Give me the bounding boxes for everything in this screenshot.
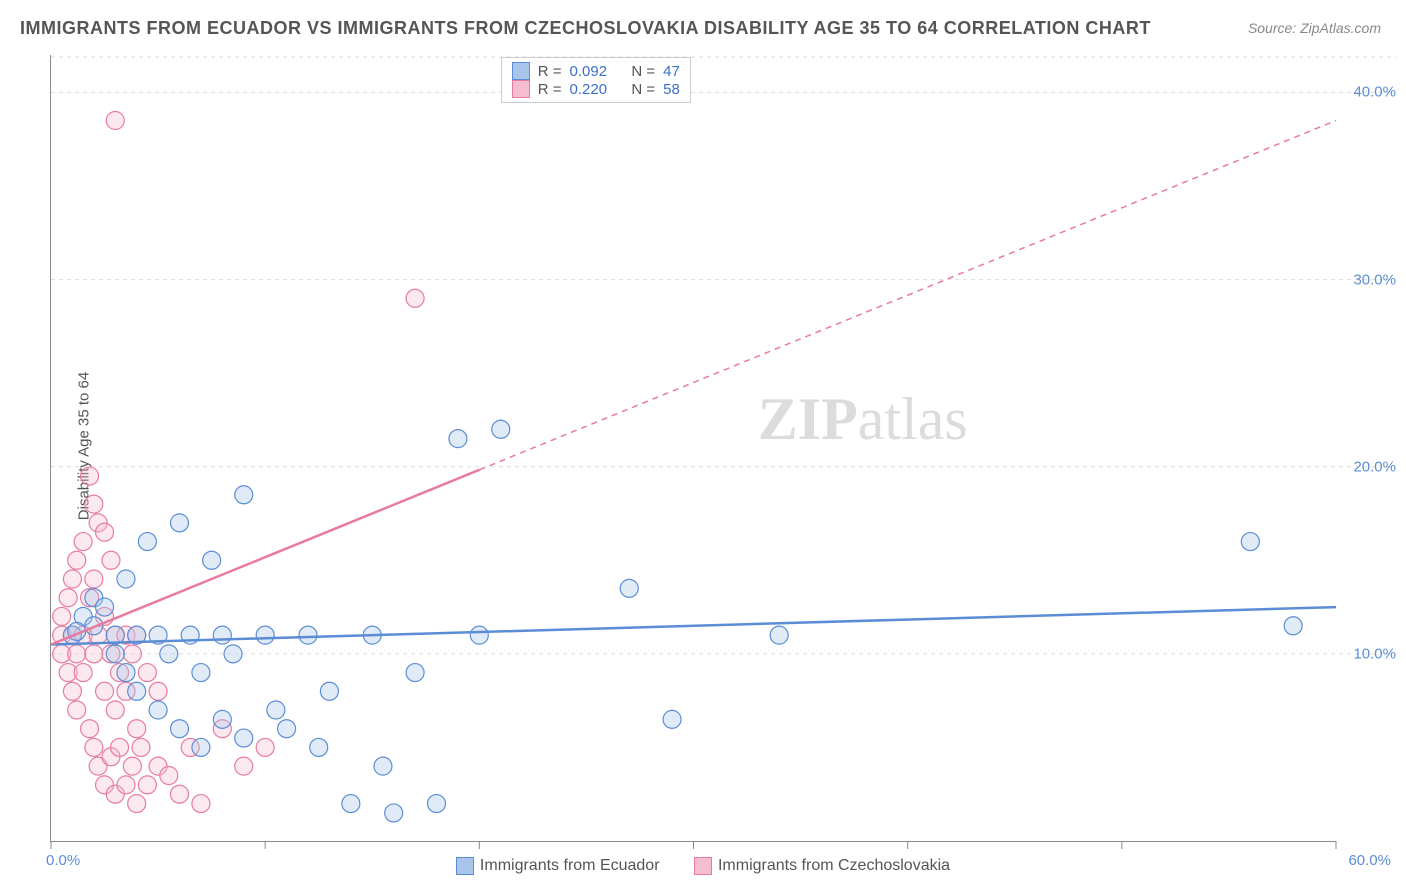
- legend-item-ecuador: Immigrants from Ecuador: [456, 857, 660, 875]
- r-label-ecuador: R =: [538, 63, 562, 80]
- legend-stats-row-ecuador: R = 0.092 N = 47: [512, 62, 680, 80]
- swatch-ecuador-bottom: [456, 857, 474, 875]
- swatch-czech: [512, 80, 530, 98]
- r-value-ecuador: 0.092: [570, 63, 608, 80]
- r-label-czech: R =: [538, 81, 562, 98]
- n-value-czech: 58: [663, 81, 680, 98]
- plot-area: ZIPatlas R = 0.092 N = 47 R = 0.220 N = …: [50, 55, 1336, 842]
- legend-bottom: Immigrants from Ecuador Immigrants from …: [0, 857, 1406, 880]
- source-value: ZipAtlas.com: [1300, 20, 1381, 36]
- y-tick-label: 30.0%: [1353, 271, 1396, 288]
- legend-stats: R = 0.092 N = 47 R = 0.220 N = 58: [501, 57, 691, 103]
- source-label: Source:: [1248, 20, 1300, 36]
- n-label-czech: N =: [631, 81, 655, 98]
- chart-title: IMMIGRANTS FROM ECUADOR VS IMMIGRANTS FR…: [20, 18, 1151, 39]
- plot-svg: [51, 55, 1336, 841]
- legend-label-ecuador: Immigrants from Ecuador: [480, 857, 660, 875]
- legend-stats-row-czech: R = 0.220 N = 58: [512, 80, 680, 98]
- r-value-czech: 0.220: [570, 81, 608, 98]
- legend-label-czech: Immigrants from Czechoslovakia: [718, 857, 950, 875]
- y-tick-label: 40.0%: [1353, 84, 1396, 101]
- swatch-czech-bottom: [694, 857, 712, 875]
- legend-item-czech: Immigrants from Czechoslovakia: [694, 857, 950, 875]
- n-label-ecuador: N =: [631, 63, 655, 80]
- swatch-ecuador: [512, 62, 530, 80]
- y-tick-label: 20.0%: [1353, 458, 1396, 475]
- y-tick-label: 10.0%: [1353, 645, 1396, 662]
- n-value-ecuador: 47: [663, 63, 680, 80]
- source-attribution: Source: ZipAtlas.com: [1248, 20, 1381, 36]
- chart-container: IMMIGRANTS FROM ECUADOR VS IMMIGRANTS FR…: [0, 0, 1406, 892]
